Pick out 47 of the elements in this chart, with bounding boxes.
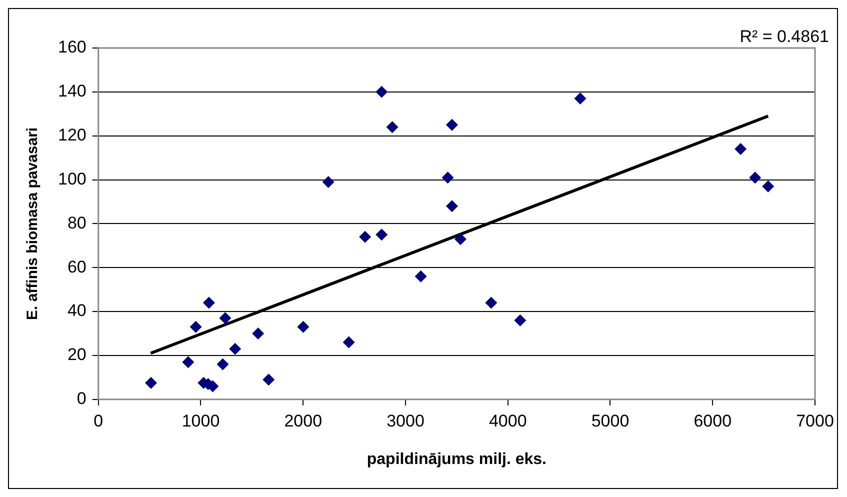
x-tick-label: 4000 (488, 411, 527, 430)
point (229, 342, 242, 355)
point (762, 180, 774, 192)
x-tick-label: 7000 (796, 411, 834, 430)
point (454, 233, 466, 246)
point (202, 296, 215, 309)
y-tick-label: 40 (67, 301, 86, 320)
x-tick-label: 5000 (591, 411, 630, 430)
point (414, 270, 427, 282)
point (144, 376, 157, 389)
point (376, 86, 388, 98)
point (446, 200, 458, 212)
point (216, 358, 229, 370)
y-tick-label: 60 (67, 257, 86, 276)
point (322, 176, 334, 188)
point (376, 228, 388, 241)
point (219, 312, 232, 324)
y-tick-label: 0 (76, 389, 86, 408)
y-tick-label: 140 (58, 82, 86, 101)
point (749, 172, 762, 184)
x-tick-label: 3000 (386, 411, 424, 430)
y-tick-label: 120 (58, 126, 86, 145)
point (514, 314, 526, 326)
x-tick-label: 2000 (284, 411, 322, 430)
y-tick-label: 20 (67, 345, 86, 364)
y-axis-title: E. affinis biomasa pavasari (24, 127, 42, 320)
point (485, 296, 498, 309)
x-tick-label: 6000 (694, 411, 732, 430)
x-tick-label: 0 (94, 411, 104, 430)
point (442, 172, 454, 184)
point (262, 374, 275, 386)
point (342, 336, 355, 348)
point (386, 121, 398, 134)
point (252, 328, 264, 340)
point (297, 320, 310, 333)
point (574, 92, 586, 105)
point (359, 230, 372, 243)
point (446, 118, 458, 131)
text: R² = 0.4861 (740, 27, 829, 46)
point (734, 143, 747, 156)
y-tick-label: 100 (58, 169, 86, 188)
point (190, 320, 202, 333)
point (182, 356, 194, 368)
x-axis-title: papildinājums milj. eks. (366, 450, 546, 468)
y-tick-label: 80 (67, 213, 86, 232)
y-tick-label: 160 (58, 38, 86, 57)
x-tick-label: 1000 (182, 411, 220, 430)
